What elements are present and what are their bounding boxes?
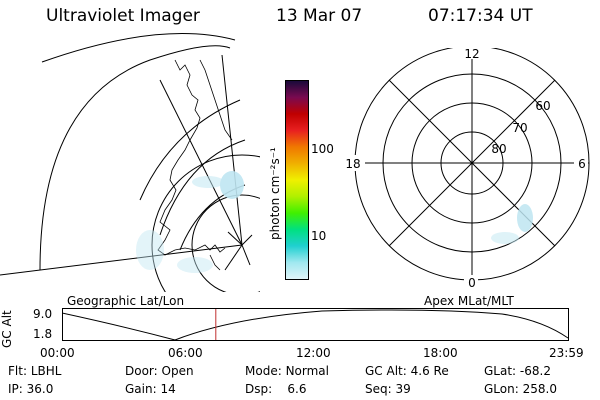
date-label: 13 Mar 07 <box>276 6 363 26</box>
timeline-ytick-low: 1.8 <box>33 327 53 341</box>
geographic-panel-label: Geographic Lat/Lon <box>67 294 185 308</box>
timeline-plot <box>62 308 569 341</box>
timeline-axis-label: GC Alt <box>0 310 14 348</box>
mlat-label-60: 60 <box>535 99 550 113</box>
timeline-ytick-high: 9.0 <box>33 307 53 321</box>
info-dsp: Dsp: 6.6 <box>245 382 307 396</box>
info-glon: GLon: 258.0 <box>484 382 557 396</box>
polar-plot: 12 0 18 6 60 70 80 <box>340 48 590 290</box>
colorbar-tick-10: 10 <box>311 229 327 243</box>
geographic-map <box>0 33 260 292</box>
mlt-label-12: 12 <box>464 48 479 61</box>
instrument-title: Ultraviolet Imager <box>46 6 200 26</box>
colorbar <box>285 80 309 280</box>
info-ip: IP: 36.0 <box>8 382 54 396</box>
timeline-xtick-2359: 23:59 <box>549 346 584 360</box>
timeline-xtick-1200: 12:00 <box>296 346 331 360</box>
polar-panel-label: Apex MLat/MLT <box>424 294 514 308</box>
polar-emission <box>491 204 533 244</box>
mlt-label-0: 0 <box>468 276 476 290</box>
colorbar-tick-100: 100 <box>311 142 334 156</box>
info-seq: Seq: 39 <box>365 382 411 396</box>
info-flt: Flt: LBHL <box>8 364 62 378</box>
auroral-emission <box>136 171 244 273</box>
timeline-xtick-0600: 06:00 <box>168 346 203 360</box>
mlt-label-18: 18 <box>345 157 360 171</box>
info-door: Door: Open <box>125 364 194 378</box>
info-gain: Gain: 14 <box>125 382 176 396</box>
mlt-label-6: 6 <box>578 157 586 171</box>
timeline-xtick-1800: 18:00 <box>423 346 458 360</box>
timeline-xtick-0000: 00:00 <box>40 346 75 360</box>
info-gc-alt: GC Alt: 4.6 Re <box>365 364 449 378</box>
colorbar-unit-label: photon cm⁻²s⁻¹ <box>268 147 282 240</box>
mlat-label-70: 70 <box>512 121 527 135</box>
mlat-label-80: 80 <box>491 142 506 156</box>
info-mode: Mode: Normal <box>245 364 329 378</box>
time-label: 07:17:34 UT <box>428 6 533 26</box>
info-glat: GLat: -68.2 <box>484 364 551 378</box>
